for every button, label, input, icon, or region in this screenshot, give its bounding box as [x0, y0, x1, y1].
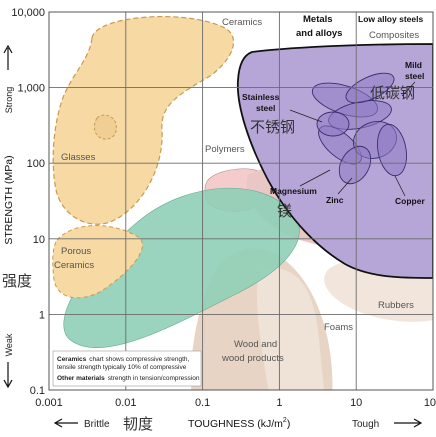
y-tick-label: 10,000 [11, 7, 45, 19]
x-arrow-right-icon [394, 418, 423, 428]
label-low-alloy: Low alloy steels [358, 14, 423, 24]
label-porous-line2: Ceramics [54, 260, 94, 271]
label-copper: Copper [395, 196, 425, 206]
label-polymers: Polymers [205, 144, 245, 155]
y-arrow-down-icon [3, 362, 13, 389]
y-weak-label: Weak [4, 333, 14, 356]
x-tick-labels: 0.001 0.01 0.1 1 10 100 [35, 397, 436, 409]
region-foams [257, 268, 324, 390]
label-metals-line1: Metals [303, 14, 333, 25]
x-tick-label: 1 [276, 397, 282, 409]
x-tick-label: 0.001 [35, 397, 63, 409]
x-axis-title-close: ) [287, 418, 291, 430]
y-arrow-up-icon [3, 44, 13, 70]
x-axis-cn: 韧度 [123, 415, 153, 433]
label-ceramics: Ceramics [222, 17, 262, 28]
region-glasses [93, 114, 117, 140]
label-zinc: Zinc [326, 195, 344, 205]
label-mild-cn: 低碳钢 [370, 84, 415, 102]
label-foams: Foams [324, 322, 353, 333]
note-line2: tensile strength typically 10% of compre… [57, 364, 187, 371]
plot-frame [48, 11, 434, 391]
region-porous-ceramics [52, 225, 143, 299]
label-stainless-line2: steel [256, 103, 275, 113]
x-tick-label: 0.01 [115, 397, 136, 409]
label-composites: Composites [369, 30, 419, 41]
x-tick-label: 10 [350, 397, 362, 409]
y-axis-title-group: STRENGTH (MPa) Strong Weak 强度 [2, 44, 32, 389]
x-axis-title-group: Brittle 韧度 TOUGHNESS (kJ/m2) Tough [53, 415, 423, 433]
label-wood-line2: wood products [221, 353, 284, 364]
y-tick-label: 1 [39, 309, 45, 321]
label-metals-line2: and alloys [296, 28, 342, 39]
region-ceramics [52, 15, 235, 225]
y-strong-label: Strong [4, 87, 14, 114]
y-tick-label: 0.1 [30, 385, 45, 397]
x-brittle-label: Brittle [84, 419, 110, 430]
label-porous-line1: Porous [61, 246, 91, 257]
y-tick-label: 1,000 [17, 83, 45, 95]
x-axis-title: TOUGHNESS (kJ/m2) [188, 417, 290, 430]
label-mild-line2: steel [405, 71, 424, 81]
grid [49, 12, 433, 390]
label-wood-line1: Wood and [234, 339, 277, 350]
x-arrow-left-icon [53, 418, 78, 428]
label-magnesium: Magnesium [270, 186, 317, 196]
note-line3-bold: Other materials [57, 375, 105, 382]
label-glasses: Glasses [61, 152, 96, 163]
note-line1-bold: Ceramics [57, 356, 87, 363]
y-axis-cn: 强度 [2, 272, 32, 290]
x-tick-label: 100 [424, 397, 436, 409]
label-stainless-cn: 不锈钢 [250, 118, 295, 136]
x-tough-label: Tough [352, 419, 379, 430]
label-stainless-line1: Stainless [242, 92, 280, 102]
y-axis-title: STRENGTH (MPa) [3, 155, 15, 244]
note-line3: strength in tension/compression [108, 375, 200, 382]
label-mild-line1: Mild [405, 60, 422, 70]
y-tick-labels: 0.1 1 10 100 1,000 10,000 [11, 7, 45, 397]
leader-lines [289, 81, 416, 197]
note-box: Ceramics chart shows compressive strength… [52, 350, 202, 387]
x-axis-title-main: TOUGHNESS (kJ/m [188, 418, 283, 430]
x-tick-label: 0.1 [195, 397, 210, 409]
label-rubbers: Rubbers [378, 300, 414, 311]
y-tick-label: 10 [33, 234, 45, 246]
x-axis-title-sup: 2 [283, 417, 287, 424]
note-line1: chart shows compressive strength, [89, 356, 189, 363]
y-tick-label: 100 [27, 158, 45, 170]
label-magnesium-cn: 镁 [277, 202, 292, 220]
